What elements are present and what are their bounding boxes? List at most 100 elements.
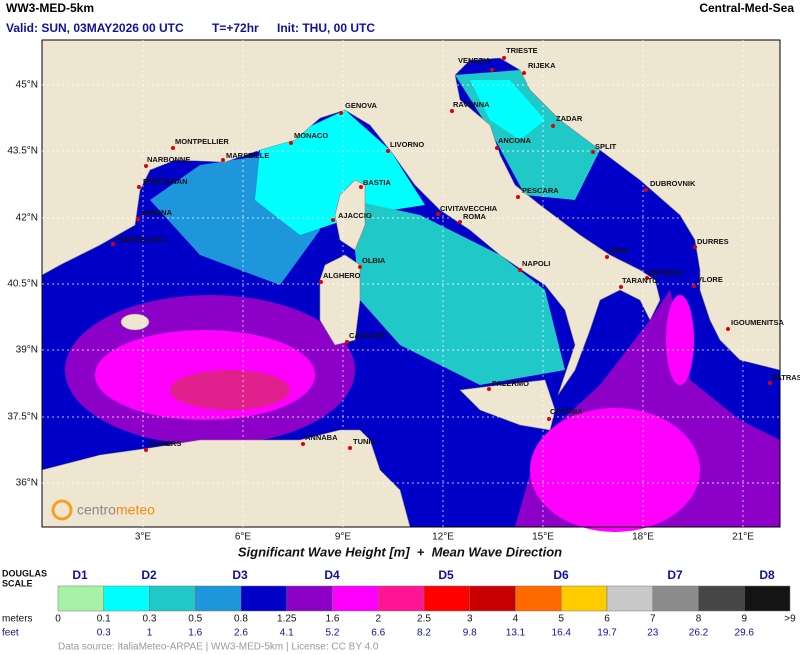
city-dot — [144, 164, 148, 168]
scale-swatch — [378, 585, 425, 612]
wave-zone — [350, 200, 565, 385]
scale-swatch — [286, 585, 333, 612]
douglas-class: D3 — [232, 568, 248, 582]
city-label: VLORE — [697, 275, 723, 284]
scale-swatch — [561, 585, 608, 612]
city-dot — [348, 446, 352, 450]
land — [41, 39, 781, 396]
city-dot — [436, 212, 440, 216]
city-dot — [289, 141, 293, 145]
scale-level: 0.8 — [234, 614, 248, 625]
scale-level: 9 — [741, 614, 747, 625]
city-label: PALERMO — [492, 379, 529, 388]
scale-swatch — [606, 585, 653, 612]
logo-icon — [51, 499, 73, 521]
source: Data source: ItaliaMeteo-ARPAE | WW3-MED… — [58, 642, 379, 653]
douglas-class: D1 — [72, 568, 88, 582]
scale-feet: 1 — [147, 628, 153, 639]
scale-level: 3 — [467, 614, 473, 625]
scale-feet: 0.3 — [97, 628, 111, 639]
wave-zone — [530, 408, 700, 532]
city-label: GENOVA — [345, 101, 378, 110]
map — [41, 39, 781, 532]
valid-time: Valid: SUN, 03MAY2026 00 UTC — [6, 21, 184, 35]
city-label: PATRAS — [772, 373, 800, 382]
land — [120, 313, 150, 331]
scale-feet: 29.6 — [735, 628, 755, 639]
scale-feet: 6.6 — [371, 628, 385, 639]
lat-label: 37.5°N — [7, 412, 38, 423]
city-label: OLBIA — [362, 256, 386, 265]
logo-text: meteo — [116, 502, 155, 518]
city-label: AJACCIO — [338, 211, 372, 220]
city-dot — [144, 448, 148, 452]
lon-label: 3°E — [135, 532, 152, 543]
city-dot — [319, 280, 323, 284]
city-dot — [518, 268, 522, 272]
city-dot — [547, 417, 551, 421]
land — [319, 254, 361, 346]
land — [459, 379, 556, 431]
scale-feet: 4.1 — [280, 628, 294, 639]
city-label: PERPIGNAN — [143, 177, 188, 186]
lon-label: 15°E — [532, 532, 554, 543]
city-label: NAPOLI — [522, 259, 550, 268]
scale-swatch — [332, 585, 379, 612]
city-label: CIVITAVECCHIA — [440, 204, 498, 213]
scale-level: 2 — [375, 614, 381, 625]
city-dot — [137, 185, 141, 189]
douglas-class: D2 — [141, 568, 157, 582]
city-label: ROMA — [463, 212, 486, 221]
douglas-class: D7 — [667, 568, 683, 582]
scale-swatch — [744, 585, 791, 612]
scale-swatch — [149, 585, 196, 612]
city-label: MONACO — [294, 131, 328, 140]
douglas-class: D8 — [759, 568, 775, 582]
city-label: RAVENNA — [453, 100, 490, 109]
scale-swatch — [515, 585, 562, 612]
city-dot — [495, 146, 499, 150]
city-dot — [692, 284, 696, 288]
city-label: LIVORNO — [390, 140, 424, 149]
city-dot — [645, 276, 649, 280]
city-dot — [726, 327, 730, 331]
scale-feet: 19.7 — [597, 628, 617, 639]
city-dot — [591, 150, 595, 154]
city-dot — [768, 381, 772, 385]
city-label: ANNABA — [305, 433, 338, 442]
douglas-class: D6 — [553, 568, 569, 582]
lat-label: 43.5°N — [7, 146, 38, 157]
scale-swatch — [240, 585, 287, 612]
scale-feet: 23 — [647, 628, 659, 639]
scale-swatch — [423, 585, 470, 612]
city-label: IGOUMENITSA — [731, 318, 785, 327]
city-label: ANCONA — [498, 136, 531, 145]
scale-level: 7 — [650, 614, 656, 625]
scale-level: 4 — [513, 614, 519, 625]
city-label: BASTIA — [363, 178, 392, 187]
region: Central-Med-Sea — [699, 1, 794, 15]
city-dot — [502, 56, 506, 60]
city-dot — [516, 195, 520, 199]
city-dot — [111, 242, 115, 246]
city-dot — [490, 68, 494, 72]
city-dot — [450, 109, 454, 113]
scale-level: 1.25 — [277, 614, 297, 625]
wave-zone — [255, 110, 425, 235]
city-label: CATANIA — [550, 407, 583, 416]
scale-level: 0.3 — [143, 614, 157, 625]
scale-swatch — [469, 585, 516, 612]
wave-zone — [470, 80, 545, 140]
lat-label: 45°N — [16, 80, 38, 91]
caption: Significant Wave Height [m] + Mean Wave … — [238, 544, 562, 559]
city-dot — [339, 111, 343, 115]
city-label: MARSEILLE — [226, 151, 269, 160]
city-label: CAGLIARI — [349, 331, 385, 340]
wave-zone — [170, 370, 290, 410]
city-label: MONTPELLIER — [175, 137, 229, 146]
scale-level: 8 — [696, 614, 702, 625]
city-dot — [522, 71, 526, 75]
city-label: BARI — [610, 246, 628, 255]
city-label: DURRES — [697, 237, 729, 246]
